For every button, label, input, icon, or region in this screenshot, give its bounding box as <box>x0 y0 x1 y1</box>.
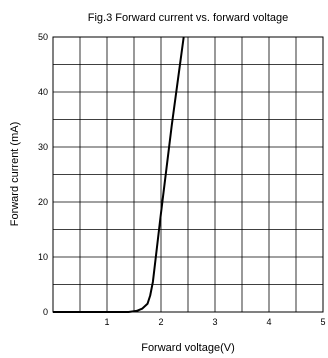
y-tick-label: 50 <box>38 32 48 42</box>
plot-frame <box>52 36 324 313</box>
x-tick-label: 3 <box>212 317 217 327</box>
grid <box>53 37 323 312</box>
chart-title: Fig.3 Forward current vs. forward voltag… <box>88 12 289 24</box>
y-tick-label: 40 <box>38 87 48 97</box>
y-tick-label: 20 <box>38 197 48 207</box>
x-axis-title: Forward voltage(V) <box>141 342 235 354</box>
y-axis-title: Forward current (mA) <box>9 122 21 227</box>
x-tick-label: 2 <box>158 317 163 327</box>
y-tick-label: 30 <box>38 142 48 152</box>
y-tick-label: 10 <box>38 252 48 262</box>
y-tick-label: 0 <box>43 307 48 317</box>
x-tick-label: 4 <box>266 317 271 327</box>
x-tick-label: 1 <box>104 317 109 327</box>
x-tick-label: 5 <box>320 317 325 327</box>
